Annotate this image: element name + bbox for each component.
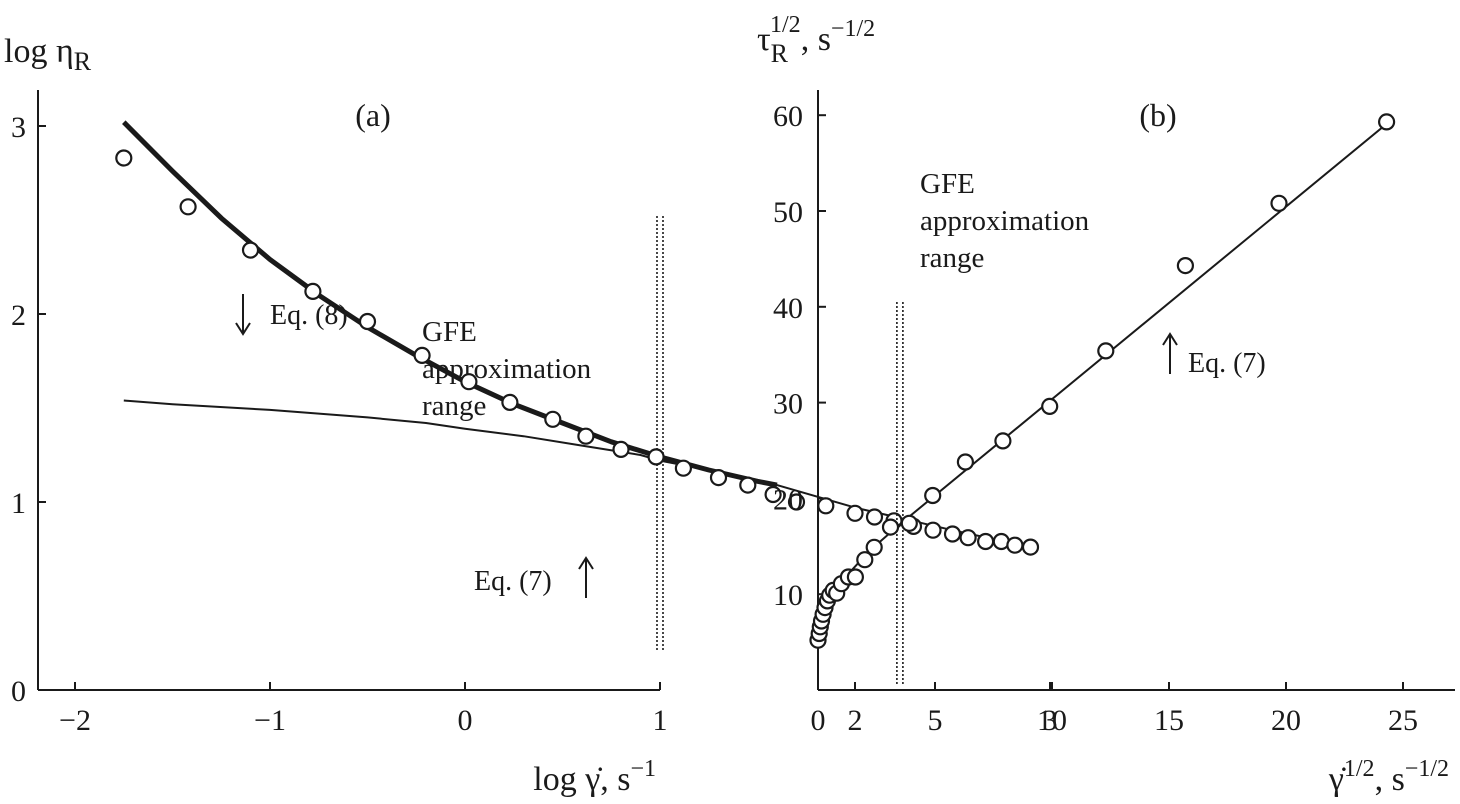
data-point-a	[460, 373, 478, 391]
eq8-arrow-head	[235, 322, 251, 336]
x-label-main-b: γ̇	[1328, 761, 1346, 798]
panel-label-a: (a)	[355, 97, 391, 133]
data-point-b	[1176, 257, 1195, 275]
data-point-a	[115, 149, 133, 167]
data-point-a	[817, 497, 835, 515]
data-point-a	[577, 427, 595, 445]
y-tick-label-b: 40	[773, 292, 803, 325]
x-tick-label-b: 25	[1388, 704, 1418, 737]
x-axis-label-b: γ̇1/2, s−1/2	[1328, 756, 1449, 798]
x-label-sup-b: 1/2	[1344, 756, 1375, 782]
x-label-main-a: log γ̇, s	[533, 761, 630, 798]
x-tick-label-b: 20	[1271, 704, 1301, 737]
eq7-arrow-b-head	[1162, 332, 1178, 346]
y-label-main-b: τ	[757, 21, 771, 58]
y-tick-label-a: 3	[11, 111, 26, 144]
y-tick-label-b: 60	[773, 100, 803, 133]
data-point-a	[976, 532, 995, 551]
data-point-a	[846, 504, 864, 522]
range-note-b: approximation	[920, 205, 1090, 237]
data-point-a	[241, 241, 260, 259]
data-point-b	[1041, 397, 1059, 415]
data-point-a	[612, 440, 630, 458]
x-label-tail-sup-b: −1/2	[1405, 756, 1449, 782]
data-point-b	[881, 518, 900, 536]
y-tick-label-b: 10	[773, 579, 803, 612]
range-note-a: approximation	[422, 353, 592, 385]
y-label-sub-a: R	[74, 47, 92, 76]
range-note-a: GFE	[422, 316, 477, 348]
data-point-b	[865, 538, 883, 556]
data-point-b	[856, 551, 874, 569]
data-point-a	[1021, 538, 1040, 556]
data-point-b	[1097, 342, 1115, 360]
x-tick-label-a: 0	[458, 704, 473, 737]
x-tick-label-a: −1	[254, 704, 286, 737]
x-tick-label-b: 10	[1037, 704, 1067, 737]
y-label-main-a: log η	[4, 33, 74, 70]
data-point-a	[1006, 536, 1024, 554]
data-point-a	[924, 521, 942, 539]
x-tick-label-a: −2	[59, 704, 91, 737]
data-point-a	[764, 485, 782, 504]
data-point-a	[674, 459, 693, 477]
y-label-sup-b: 1/2	[770, 12, 801, 38]
x-tick-label-a: 3	[1043, 704, 1058, 737]
data-point-b	[846, 568, 865, 586]
y-tick-label-b: 50	[773, 196, 803, 229]
panel-label-b: (b)	[1139, 97, 1176, 133]
x-tick-label-a: 1	[653, 704, 668, 737]
eq7-label-a: Eq. (7)	[474, 566, 552, 597]
y-tick-label-a: 0	[11, 675, 26, 708]
x-tick-label-b: 15	[1154, 704, 1184, 737]
y-axis-label-a: log ηR	[4, 33, 92, 76]
data-point-b	[1270, 194, 1288, 212]
eq7-arrow-a-head	[578, 556, 594, 570]
data-point-a	[179, 198, 197, 216]
range-note-a: range	[422, 390, 486, 422]
data-point-b	[956, 453, 975, 471]
x-tick-label-b: 5	[928, 704, 943, 737]
data-point-b	[994, 432, 1012, 450]
data-point-a	[544, 410, 562, 428]
eq8-fit-line	[122, 120, 778, 488]
data-point-a	[647, 448, 665, 466]
data-point-a	[501, 393, 519, 411]
eq7-label-b: Eq. (7)	[1188, 348, 1266, 379]
x-tick-label-a: 2	[848, 704, 863, 737]
data-point-a	[739, 476, 757, 494]
y-tick-label-a: 2	[11, 299, 26, 332]
y-label-tail-sup-b: −1/2	[831, 16, 875, 42]
data-point-a	[304, 282, 322, 300]
data-point-a	[943, 525, 962, 543]
data-point-b	[924, 486, 942, 505]
data-point-a	[787, 493, 806, 511]
data-point-a	[358, 312, 377, 331]
data-point-b	[900, 514, 918, 532]
data-point-a	[709, 469, 728, 487]
x-label-sup-a: −1	[630, 756, 656, 782]
range-note-b: range	[920, 242, 984, 274]
y-label-tail-b: , s	[801, 21, 831, 58]
y-label-sub-b: R	[771, 39, 789, 68]
data-point-a	[413, 346, 431, 364]
range-note-b: GFE	[920, 168, 975, 200]
y-axis-label-b: τR1/2, s−1/2	[757, 12, 875, 68]
y-tick-label-a: 1	[11, 487, 26, 520]
data-point-a	[865, 508, 884, 526]
eq8-label: Eq. (8)	[270, 300, 348, 331]
y-tick-label-b: 20	[773, 483, 803, 516]
x-tick-label-b: 0	[811, 704, 826, 737]
x-axis-label-a: log γ̇, s−1	[533, 756, 656, 798]
x-label-tail-b: , s	[1375, 761, 1405, 798]
data-point-a	[959, 529, 977, 547]
data-point-b	[1377, 113, 1396, 131]
eq7-fit-line-b	[899, 121, 1390, 526]
y-tick-label-b: 30	[773, 388, 803, 421]
